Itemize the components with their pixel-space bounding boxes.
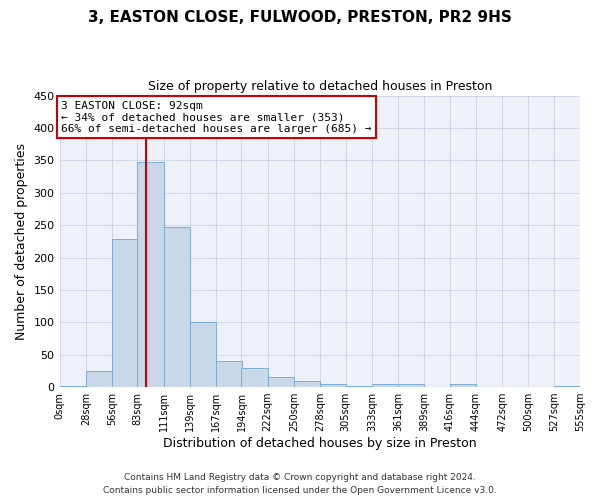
Bar [320,384,346,387]
Bar [294,380,320,387]
Text: 3 EASTON CLOSE: 92sqm
← 34% of detached houses are smaller (353)
66% of semi-det: 3 EASTON CLOSE: 92sqm ← 34% of detached … [61,100,372,134]
Bar [449,384,476,387]
Bar [59,386,86,387]
Bar [112,240,139,387]
Bar [398,384,424,387]
Bar [372,384,398,387]
Bar [268,378,294,387]
Bar [86,371,112,387]
Bar [164,227,190,387]
X-axis label: Distribution of detached houses by size in Preston: Distribution of detached houses by size … [163,437,476,450]
Y-axis label: Number of detached properties: Number of detached properties [15,143,28,340]
Bar [137,162,164,387]
Bar [554,386,580,387]
Bar [216,361,242,387]
Text: Contains HM Land Registry data © Crown copyright and database right 2024.
Contai: Contains HM Land Registry data © Crown c… [103,474,497,495]
Bar [241,368,268,387]
Bar [346,386,372,387]
Title: Size of property relative to detached houses in Preston: Size of property relative to detached ho… [148,80,492,93]
Bar [190,322,216,387]
Text: 3, EASTON CLOSE, FULWOOD, PRESTON, PR2 9HS: 3, EASTON CLOSE, FULWOOD, PRESTON, PR2 9… [88,10,512,25]
